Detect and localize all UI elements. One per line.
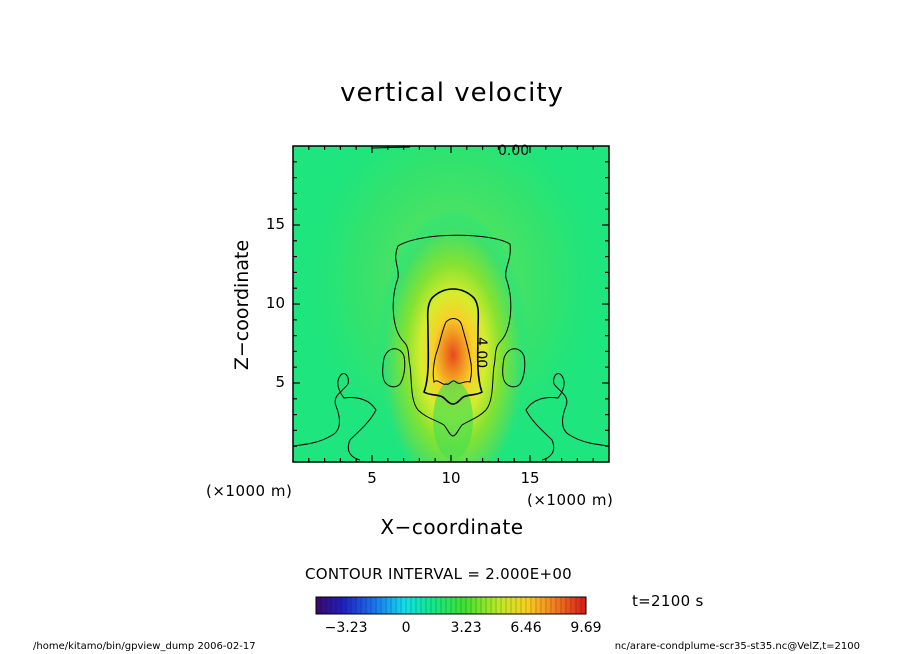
x-axis-label: X−coordinate [380,515,524,539]
contour-label-mid: 4.00 [473,337,489,368]
contour-interval-label: CONTOUR INTERVAL = 2.000E+00 [305,565,573,583]
x-axis-unit: (×1000 m) [527,491,614,509]
footer-right: nc/arare-condplume-scr35-st35.nc@VelZ,t=… [614,641,860,652]
colorbar-tick-label: 0 [401,620,411,636]
x-tick-label: 15 [520,469,540,487]
contour-right-lower [525,373,609,461]
colorbar-tick-label: 9.69 [570,620,602,636]
y-tick-label: 15 [265,215,285,233]
y-tick-label: 10 [265,294,285,312]
contour-label-top: 0.00 [498,143,529,159]
y-tick-label: 5 [275,373,285,391]
colorbar-tick-label: 3.23 [450,620,482,636]
contour-4 [423,288,483,405]
contour-left-lower [293,373,377,461]
time-label: t=2100 s [632,592,704,610]
colorbar [315,596,587,615]
colorbar-tick-label: 6.46 [510,620,542,636]
y-axis-unit: (×1000 m) [206,482,293,500]
x-tick-label: 10 [441,469,461,487]
plume-core [363,205,543,462]
contour-right-small [502,348,526,388]
contour-left-small [382,348,406,388]
contour-6 [432,318,472,385]
footer-left: /home/kitamo/bin/gpview_dump 2006-02-17 [33,641,256,652]
chart-title: vertical velocity [340,78,564,108]
contour-lines [293,146,609,461]
x-tick-label: 5 [367,469,377,487]
colorbar-tick-label: −3.23 [324,620,368,636]
contour-outer [392,234,512,437]
